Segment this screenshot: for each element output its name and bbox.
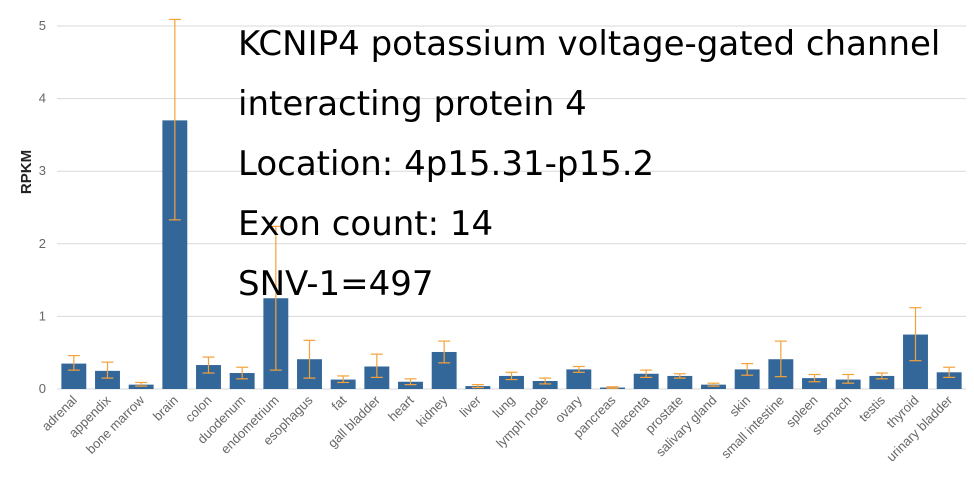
- y-tick-label: 0: [39, 381, 46, 396]
- gene-annotation: KCNIP4 potassium voltage-gated channel i…: [238, 14, 940, 314]
- bar: [330, 379, 356, 389]
- bar: [701, 384, 726, 389]
- y-tick-label: 1: [39, 308, 46, 323]
- bar: [734, 369, 760, 389]
- bar: [95, 370, 120, 389]
- bar: [128, 384, 154, 389]
- y-tick-label: 2: [39, 236, 46, 251]
- bar: [802, 378, 827, 389]
- bar: [566, 369, 592, 389]
- bar: [499, 375, 524, 389]
- annotation-line-protein: interacting protein 4: [238, 84, 587, 124]
- bar: [936, 372, 962, 389]
- bar: [869, 375, 895, 389]
- bar: [835, 379, 861, 389]
- annotation-line-snv: SNV-1=497: [238, 264, 434, 304]
- y-tick-label: 5: [39, 18, 46, 33]
- annotation-line-gene-name: KCNIP4 potassium voltage-gated channel: [238, 24, 941, 64]
- x-tick-label: fat: [328, 392, 349, 413]
- x-tick-label: lung: [490, 393, 518, 421]
- y-tick-label: 3: [39, 163, 46, 178]
- x-tick-label: kidney: [413, 392, 451, 430]
- bar: [229, 373, 255, 389]
- bar: [633, 373, 659, 389]
- annotation-line-exon-count: Exon count: 14: [238, 204, 494, 244]
- bar: [667, 375, 693, 389]
- bar: [532, 381, 558, 389]
- bar: [398, 381, 423, 389]
- bar: [196, 365, 221, 389]
- x-tick-label: brain: [150, 393, 181, 424]
- x-tick-label: liver: [456, 392, 484, 420]
- x-tick-label: skin: [726, 393, 753, 420]
- y-axis-label: RPKM: [18, 150, 35, 194]
- annotation-line-location: Location: 4p15.31-p15.2: [238, 144, 655, 184]
- y-tick-label: 4: [39, 91, 46, 106]
